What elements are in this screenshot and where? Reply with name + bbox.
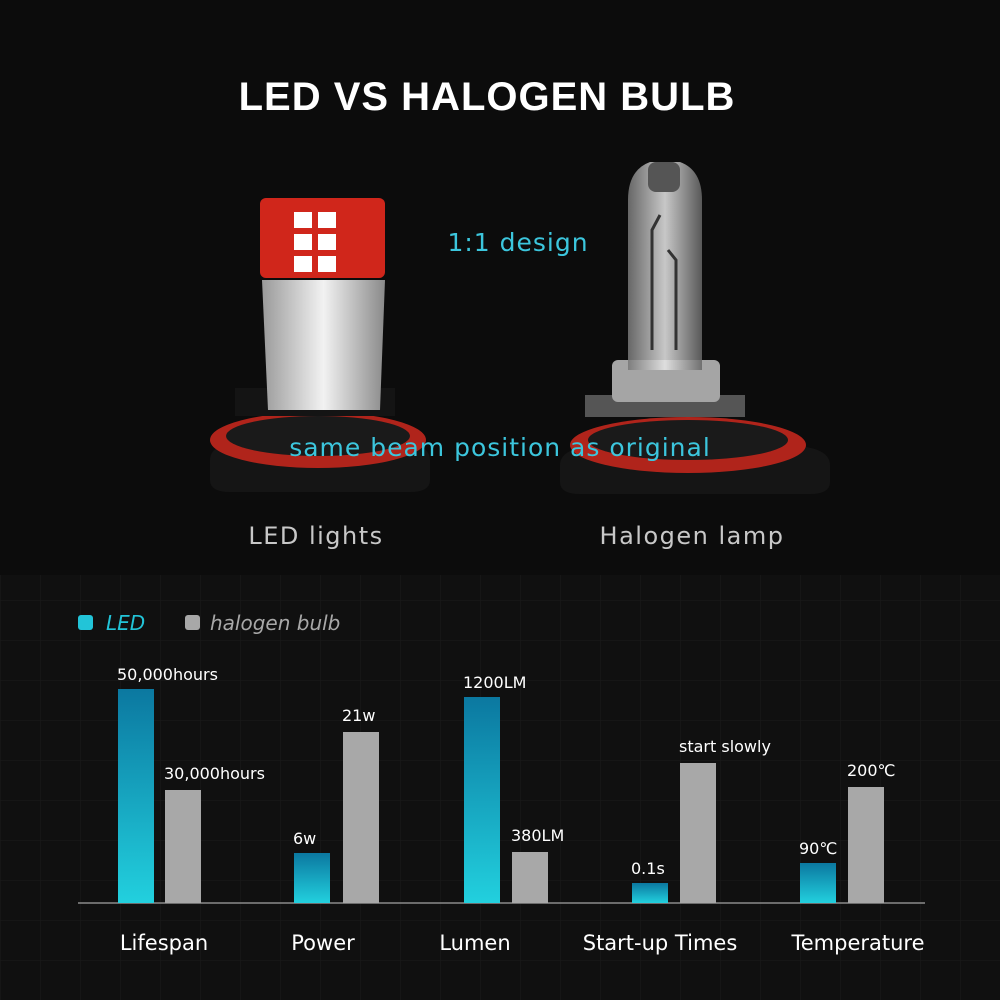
category-label: Lumen [439, 931, 510, 955]
top-note: 1:1 design [447, 228, 588, 257]
halogen-bar [165, 790, 201, 903]
halogen-bar [680, 763, 716, 903]
halogen-caption: Halogen lamp [600, 522, 785, 550]
led-bar [294, 853, 330, 903]
category-label: Temperature [790, 931, 924, 955]
category-label: Start-up Times [583, 931, 738, 955]
legend-label: LED [106, 611, 145, 635]
legend-swatch [185, 615, 200, 630]
led-bar [118, 689, 154, 903]
bar-group: 50,000hours 30,000hours Lifespan 6w 21w Power… [117, 665, 925, 955]
halogen-value-label: 30,000hours [164, 764, 265, 783]
led-value-label: 6w [293, 829, 316, 848]
led-value-label: 1200LM [463, 673, 526, 692]
halogen-bulb [560, 162, 830, 494]
halogen-bar [343, 732, 379, 903]
led-bar [464, 697, 500, 903]
halogen-bar [512, 852, 548, 903]
led-value-label: 90℃ [799, 839, 837, 858]
led-bar [632, 883, 668, 903]
category-label: Lifespan [120, 931, 208, 955]
led-value-label: 50,000hours [117, 665, 218, 684]
halogen-value-label: 21w [342, 706, 375, 725]
legend-label: halogen bulb [210, 611, 340, 635]
led-bulb [210, 198, 430, 492]
bottom-note: same beam position as original [289, 433, 711, 462]
halogen-bar [848, 787, 884, 903]
led-bar [800, 863, 836, 903]
halogen-value-label: 380LM [511, 826, 564, 845]
halogen-value-label: 200℃ [847, 761, 896, 780]
led-value-label: 0.1s [631, 859, 665, 878]
title: LED VS HALOGEN BULB [239, 75, 736, 119]
led-caption: LED lights [248, 522, 383, 550]
halogen-value-label: start slowly [679, 737, 771, 756]
legend-swatch [78, 615, 93, 630]
category-label: Power [291, 931, 355, 955]
